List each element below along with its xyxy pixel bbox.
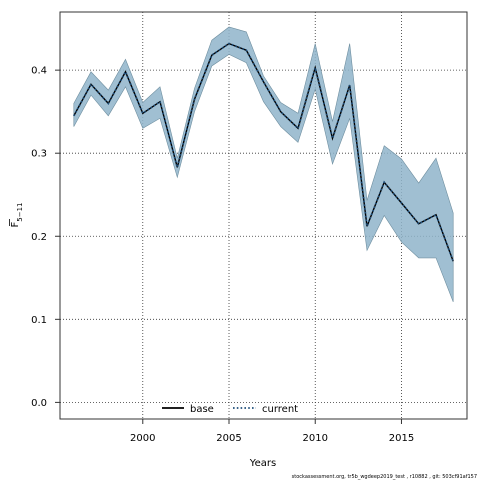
y-tick-label: 0.4 [31, 66, 47, 77]
series-base-line [73, 42, 454, 262]
y-tick-label: 0.2 [31, 232, 47, 243]
y-tick-label: 0.1 [31, 315, 47, 326]
x-tick-label: 2010 [303, 433, 328, 444]
x-tick-label: 2005 [216, 433, 241, 444]
legend-current-label: current [262, 404, 298, 415]
x-tick-label: 2015 [389, 433, 414, 444]
confidence-band [73, 26, 454, 303]
x-axis: 2000 2005 2010 2015 [130, 419, 414, 444]
x-axis-title: Years [249, 458, 276, 469]
y-axis: 0.0 0.1 0.2 0.3 0.4 [31, 66, 60, 409]
x-tick-label: 2000 [130, 433, 155, 444]
y-axis-title-sub: 5−11 [16, 203, 24, 222]
caption: stockassessment.org, tr5b_wgdeep2019_tes… [292, 474, 477, 480]
legend: base current [162, 404, 298, 415]
y-tick-label: 0.3 [31, 149, 47, 160]
y-tick-label: 0.0 [31, 398, 47, 409]
plot-frame [59, 11, 468, 420]
svg-text:F5−11: F5−11 [10, 203, 24, 228]
y-axis-title-main: F [10, 222, 21, 228]
y-axis-title: F5−11 [9, 203, 24, 228]
legend-base-label: base [190, 404, 214, 415]
